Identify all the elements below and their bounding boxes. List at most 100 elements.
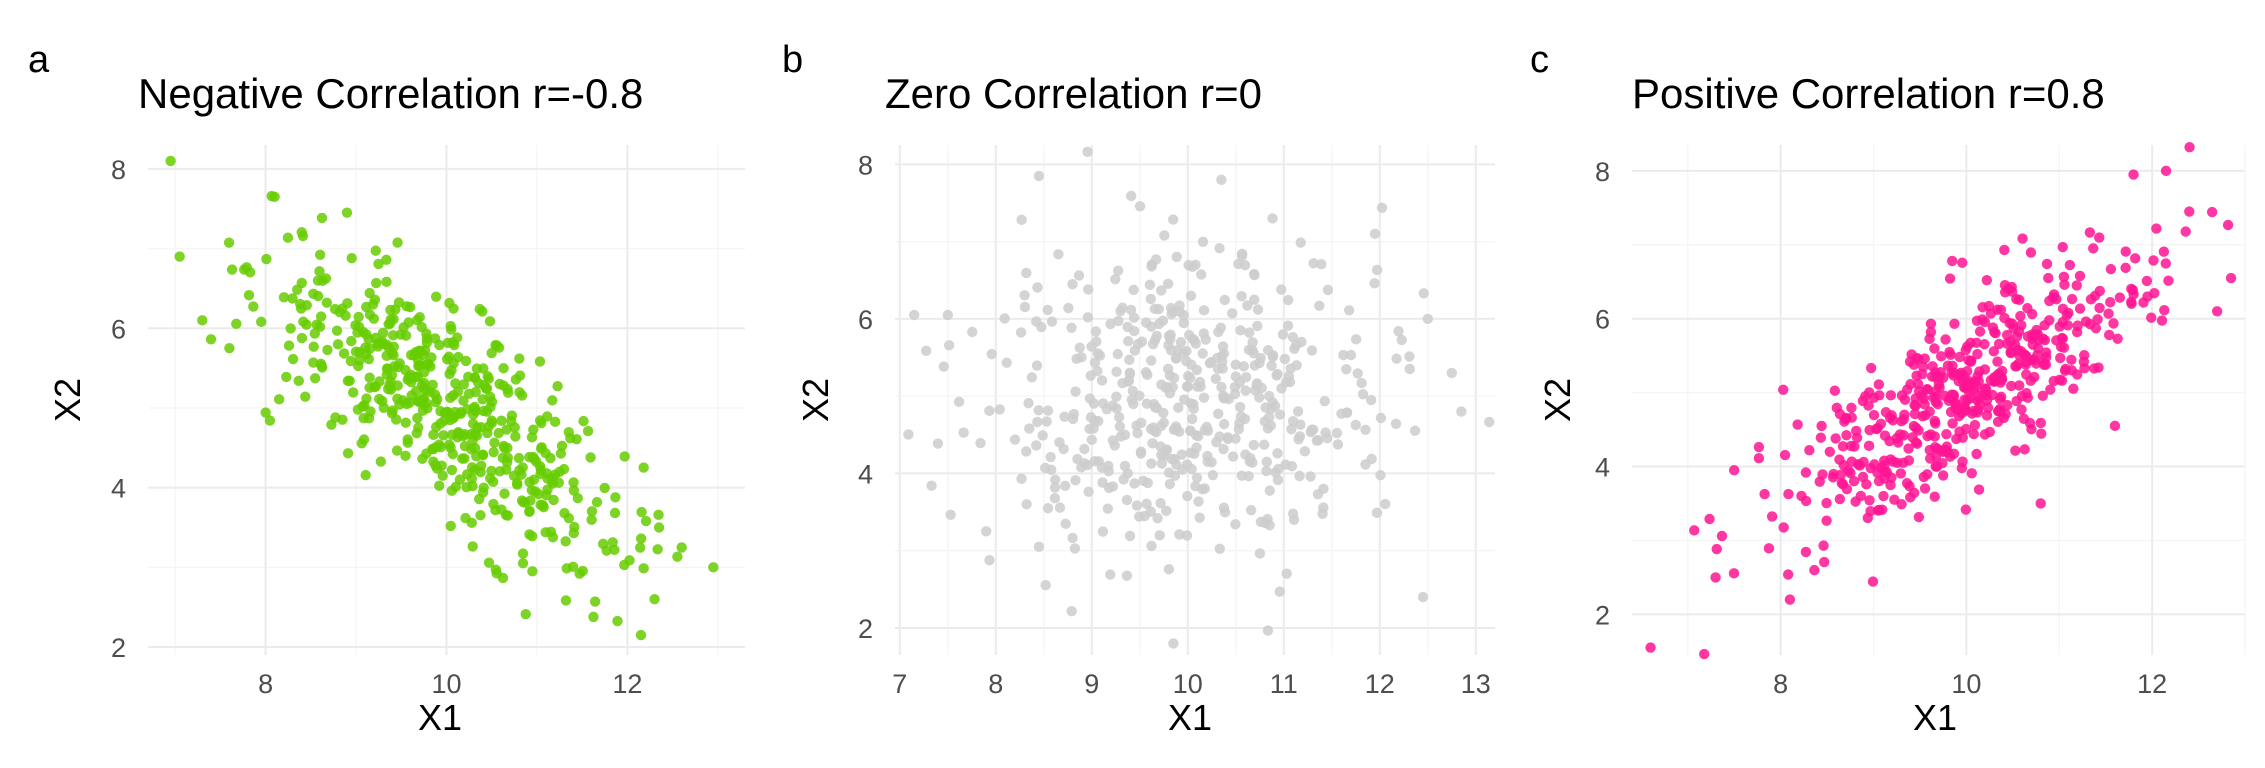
data-point: [1369, 228, 1381, 240]
data-point: [1073, 270, 1085, 281]
data-point: [1135, 448, 1147, 459]
data-point: [986, 348, 997, 360]
data-point: [2043, 272, 2054, 284]
data-point: [381, 363, 393, 374]
data-point: [513, 452, 525, 464]
data-point: [293, 375, 304, 387]
data-point: [1021, 446, 1032, 457]
data-point: [1828, 468, 1839, 480]
data-point: [1913, 385, 1925, 397]
data-point: [1037, 430, 1048, 441]
data-point: [638, 462, 649, 473]
data-point: [1174, 529, 1185, 540]
data-point: [1173, 402, 1184, 413]
data-point: [1318, 502, 1329, 513]
data-point: [1082, 312, 1094, 323]
data-point: [1252, 320, 1263, 332]
data-point: [2014, 380, 2025, 391]
data-point: [2026, 308, 2038, 320]
points: [165, 155, 719, 641]
data-point: [1112, 348, 1123, 360]
data-point: [445, 320, 456, 332]
data-point: [1210, 373, 1222, 384]
data-point: [1456, 406, 1467, 417]
data-point: [1863, 440, 1875, 452]
data-point: [453, 428, 465, 439]
data-point: [1983, 300, 1995, 312]
data-point: [1033, 541, 1045, 553]
data-point: [1263, 412, 1275, 423]
data-point: [1267, 397, 1278, 408]
data-point: [405, 349, 417, 361]
data-point: [1848, 475, 1860, 487]
data-point: [1096, 375, 1108, 386]
data-point: [1230, 433, 1241, 444]
data-point: [385, 304, 396, 316]
data-point: [1816, 420, 1827, 432]
data-point: [1236, 291, 1247, 302]
data-point: [1305, 471, 1316, 482]
data-point: [1896, 416, 1907, 427]
data-point: [312, 275, 324, 286]
data-point: [1904, 480, 1915, 492]
data-point: [1152, 513, 1163, 524]
data-point: [1181, 345, 1192, 357]
data-point: [2074, 270, 2086, 282]
data-point: [486, 347, 497, 359]
data-point: [1121, 494, 1133, 506]
data-point: [1021, 499, 1032, 510]
data-point: [541, 489, 552, 501]
data-point: [2180, 226, 2191, 237]
data-point: [517, 557, 529, 569]
data-point: [1357, 388, 1369, 400]
data-point: [402, 437, 414, 448]
data-point: [1164, 478, 1176, 490]
data-point: [1207, 469, 1219, 481]
data-point: [2051, 335, 2062, 346]
data-point: [1111, 366, 1122, 378]
data-point: [578, 415, 589, 427]
data-point: [231, 318, 242, 330]
data-point: [2054, 321, 2065, 332]
data-point: [1111, 391, 1122, 402]
data-point: [1716, 530, 1728, 542]
data-point: [353, 311, 364, 323]
data-point: [1070, 475, 1081, 486]
data-point: [1274, 586, 1285, 597]
data-point: [1191, 364, 1203, 376]
data-point: [1163, 564, 1175, 575]
data-point: [1165, 329, 1176, 340]
data-point: [1206, 457, 1217, 468]
data-point: [607, 537, 618, 548]
data-point: [1212, 408, 1224, 420]
data-point: [475, 510, 486, 521]
data-point: [1972, 348, 1983, 360]
data-point: [388, 341, 399, 352]
data-point: [282, 232, 294, 243]
y-tick-label: 6: [111, 314, 126, 344]
data-point: [1242, 300, 1253, 311]
data-point: [1837, 441, 1849, 452]
data-point: [470, 405, 481, 417]
data-point: [1894, 429, 1906, 440]
data-point: [1151, 330, 1162, 342]
data-point: [1060, 518, 1071, 530]
data-point: [273, 394, 285, 405]
data-point: [1390, 418, 1402, 429]
data-point: [1122, 376, 1134, 387]
data-point: [516, 390, 528, 401]
data-point: [1999, 287, 2011, 298]
data-point: [1216, 381, 1227, 393]
data-point: [401, 398, 412, 410]
data-point: [2057, 241, 2068, 253]
data-point: [1261, 465, 1272, 477]
data-point: [1981, 410, 1993, 421]
data-point: [296, 332, 308, 344]
data-point: [205, 334, 217, 345]
data-point: [1314, 300, 1325, 311]
data-point: [285, 323, 296, 334]
data-point: [1929, 343, 1940, 354]
data-point: [635, 542, 646, 553]
data-point: [1050, 474, 1061, 485]
data-point: [2079, 363, 2090, 374]
